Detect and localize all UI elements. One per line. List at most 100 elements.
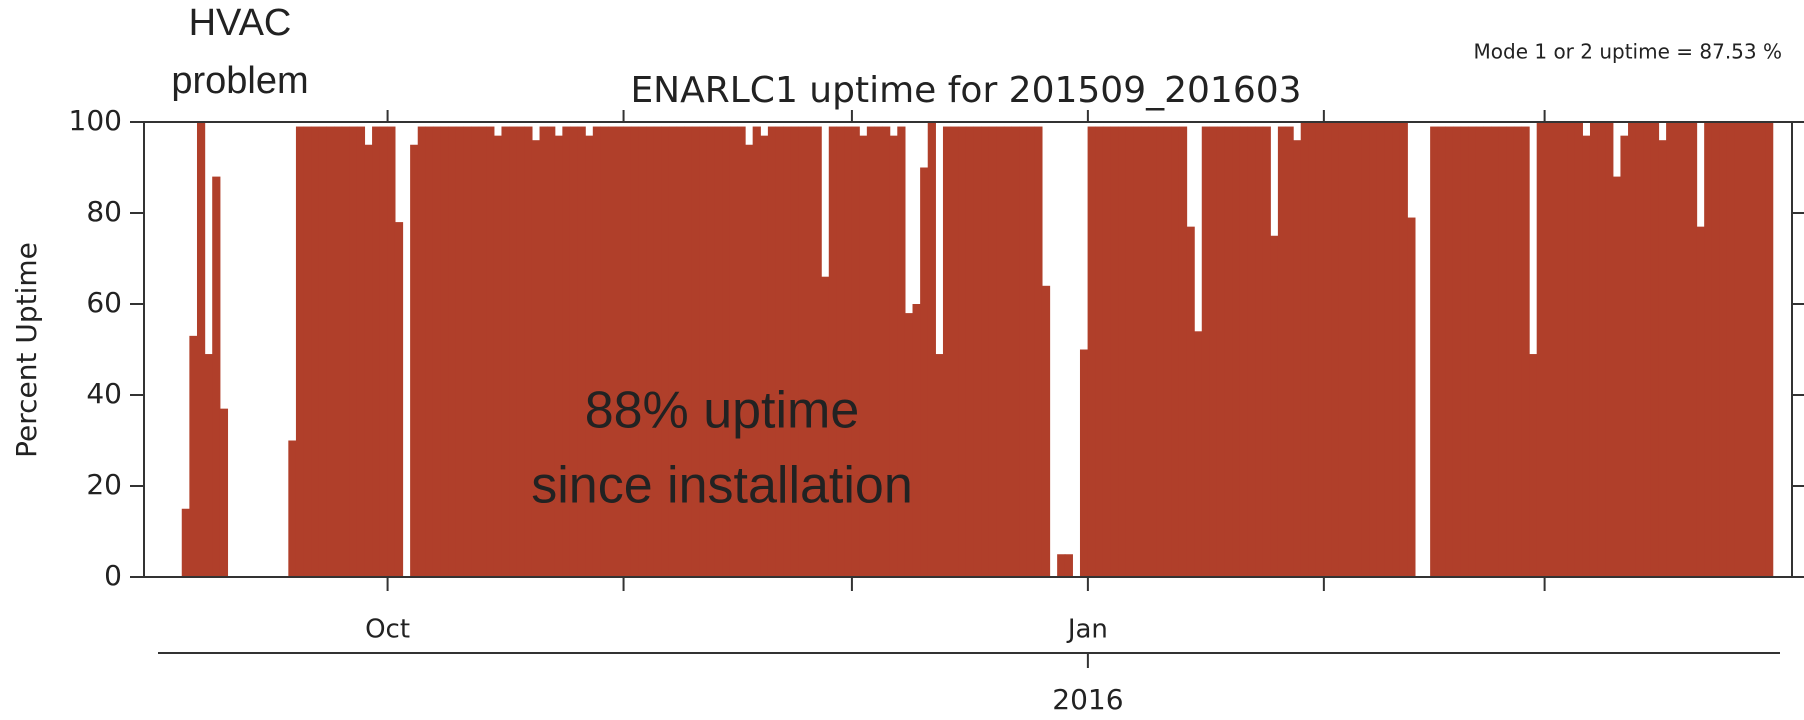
bar <box>1452 126 1462 578</box>
bar <box>1293 140 1302 577</box>
bar <box>760 135 769 577</box>
bar <box>1559 122 1568 577</box>
bar <box>737 126 746 578</box>
bar <box>1369 122 1378 577</box>
bar <box>1285 126 1294 578</box>
bar <box>691 126 700 578</box>
bar <box>1262 126 1271 578</box>
bar <box>1719 122 1728 577</box>
bar <box>958 126 967 578</box>
bar <box>729 126 739 578</box>
bar <box>1468 126 1477 578</box>
bar <box>904 313 914 577</box>
bar <box>615 126 624 578</box>
annotation: 88% uptime <box>585 382 860 440</box>
bar <box>1521 126 1530 578</box>
bar <box>722 126 731 578</box>
bar <box>356 126 366 578</box>
bar <box>1407 217 1416 578</box>
bar <box>653 126 662 578</box>
chart-note: Mode 1 or 2 uptime = 87.53 % <box>1474 40 1782 64</box>
bar <box>1666 122 1675 577</box>
bar <box>410 144 419 577</box>
bar <box>1620 135 1629 577</box>
bar <box>1095 126 1104 578</box>
bar <box>364 144 373 577</box>
bar <box>1354 122 1363 577</box>
bar <box>1574 122 1583 577</box>
bar <box>1742 122 1751 577</box>
bar <box>912 304 921 577</box>
bar <box>554 135 563 577</box>
bar <box>1118 126 1127 578</box>
bar <box>1041 285 1051 577</box>
bar <box>1506 126 1515 578</box>
bar <box>1483 126 1492 578</box>
bar <box>204 354 213 577</box>
bar <box>1437 126 1446 578</box>
bar <box>493 135 503 577</box>
bar <box>1536 122 1545 577</box>
bar <box>455 126 465 578</box>
bar <box>1034 126 1043 578</box>
bar <box>1133 126 1142 578</box>
bar <box>1003 126 1013 578</box>
bar <box>1392 122 1401 577</box>
bar <box>608 126 617 578</box>
bar <box>1491 126 1500 578</box>
bar <box>745 144 754 577</box>
bar <box>1209 126 1218 578</box>
bar <box>1156 126 1165 578</box>
bar <box>1399 122 1408 577</box>
bar <box>379 126 388 578</box>
bar <box>1194 331 1203 577</box>
bar <box>1757 122 1766 577</box>
bar <box>1224 126 1233 578</box>
bar <box>539 126 548 578</box>
bar <box>1628 122 1637 577</box>
bar <box>1186 226 1195 577</box>
bar <box>524 126 533 578</box>
bar <box>478 126 487 578</box>
bar <box>1726 122 1736 577</box>
bar <box>981 126 990 578</box>
bar <box>1178 126 1188 578</box>
bar <box>942 126 952 578</box>
bar <box>638 126 647 578</box>
bar <box>181 508 190 577</box>
bar <box>486 126 495 578</box>
bar <box>965 126 975 578</box>
bar <box>1498 126 1507 578</box>
bar <box>349 126 358 578</box>
bar <box>1749 122 1759 577</box>
bar <box>1361 122 1370 577</box>
bar <box>752 126 761 578</box>
bar <box>440 126 449 578</box>
bar <box>196 122 206 577</box>
bar <box>1376 122 1386 577</box>
bar <box>866 126 876 578</box>
bar <box>1384 122 1393 577</box>
bar <box>509 126 518 578</box>
bar <box>577 126 586 578</box>
bar <box>714 126 723 578</box>
bar <box>828 126 837 578</box>
bar <box>676 126 685 578</box>
bar <box>1475 126 1485 578</box>
bar <box>1688 122 1698 577</box>
bar <box>1125 126 1134 578</box>
bar <box>790 126 799 578</box>
bar <box>1338 122 1347 577</box>
bar <box>1704 122 1713 577</box>
bar <box>1163 126 1172 578</box>
bar <box>1346 122 1355 577</box>
bar <box>219 408 229 577</box>
bar <box>311 126 320 578</box>
bar <box>630 126 640 578</box>
y-tick-label: 20 <box>86 468 122 501</box>
bar <box>1711 122 1720 577</box>
bar <box>547 126 556 578</box>
bar <box>988 126 997 578</box>
bar <box>661 126 670 578</box>
